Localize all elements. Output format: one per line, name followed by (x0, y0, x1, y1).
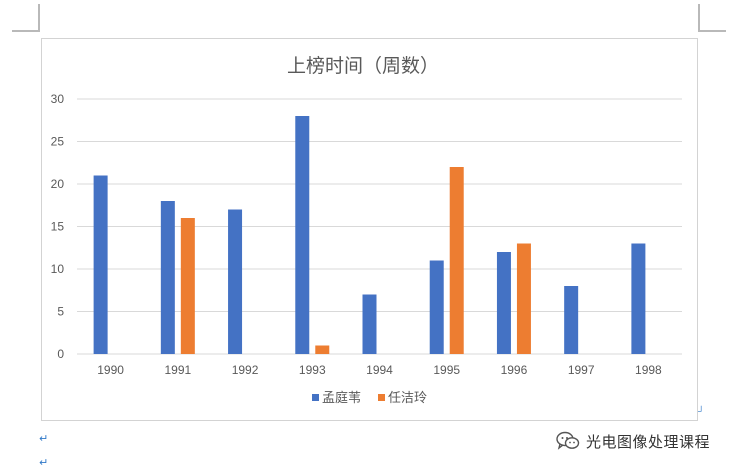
y-tick-label: 0 (57, 347, 64, 361)
paragraph-mark: ↵ (39, 432, 49, 445)
legend-label: 任洁玲 (388, 391, 427, 406)
gridlines (77, 98, 682, 355)
paragraph-mark: ↵ (39, 456, 49, 469)
legend: 孟庭苇 任洁玲 (312, 390, 427, 406)
crop-mark-top-right (698, 4, 726, 32)
bar-series1-1991[interactable] (160, 201, 175, 354)
watermark: 光电图像处理课程 (556, 430, 710, 452)
bar-series2-1993[interactable] (315, 345, 330, 355)
x-tick-label: 1998 (635, 363, 662, 377)
chart-frame[interactable]: 上榜时间（周数） 0 5 10 15 20 25 30 1990 1991 1992 1993 19… (41, 38, 698, 421)
x-tick-label: 1996 (501, 363, 528, 377)
x-tick-label: 1992 (232, 363, 259, 377)
bar-series1-1990[interactable] (93, 175, 108, 355)
crop-mark-top-left (12, 4, 40, 32)
y-tick-label: 5 (57, 305, 64, 319)
legend-swatch (312, 394, 319, 401)
bar-series2-1995[interactable] (449, 167, 464, 354)
chart-title: 上榜时间（周数） (287, 55, 439, 77)
x-tick-label: 1994 (366, 363, 393, 377)
x-axis-ticks: 1990 1991 1992 1993 1994 1995 1996 1997 1998 (97, 363, 662, 377)
bar-series1-1992[interactable] (228, 209, 243, 355)
x-tick-label: 1991 (164, 363, 191, 377)
bar-series1-1996[interactable] (496, 252, 511, 354)
legend-swatch (378, 394, 385, 401)
y-tick-label: 20 (51, 177, 65, 191)
y-tick-label: 10 (51, 262, 65, 276)
bar-series2-1996[interactable] (516, 243, 531, 355)
bar-series1-1995[interactable] (429, 260, 444, 355)
y-tick-label: 25 (51, 135, 65, 149)
bar-series1-1993[interactable] (295, 116, 310, 354)
frame-corner-mark: ┘ (698, 406, 705, 416)
watermark-text: 光电图像处理课程 (586, 432, 711, 451)
x-tick-label: 1997 (568, 363, 595, 377)
legend-label: 孟庭苇 (322, 390, 361, 406)
bar-series2-1991[interactable] (180, 218, 195, 354)
y-tick-label: 30 (51, 92, 65, 106)
bar-series1-1998[interactable] (631, 243, 646, 355)
bars (93, 116, 646, 355)
bar-series1-1994[interactable] (362, 294, 377, 355)
y-tick-label: 15 (51, 220, 65, 234)
bar-series1-1997[interactable] (564, 286, 579, 354)
x-tick-label: 1990 (97, 363, 124, 377)
y-axis-ticks: 0 5 10 15 20 25 30 (51, 92, 65, 361)
x-tick-label: 1995 (433, 363, 460, 377)
x-tick-label: 1993 (299, 363, 326, 377)
wechat-icon (556, 431, 580, 450)
